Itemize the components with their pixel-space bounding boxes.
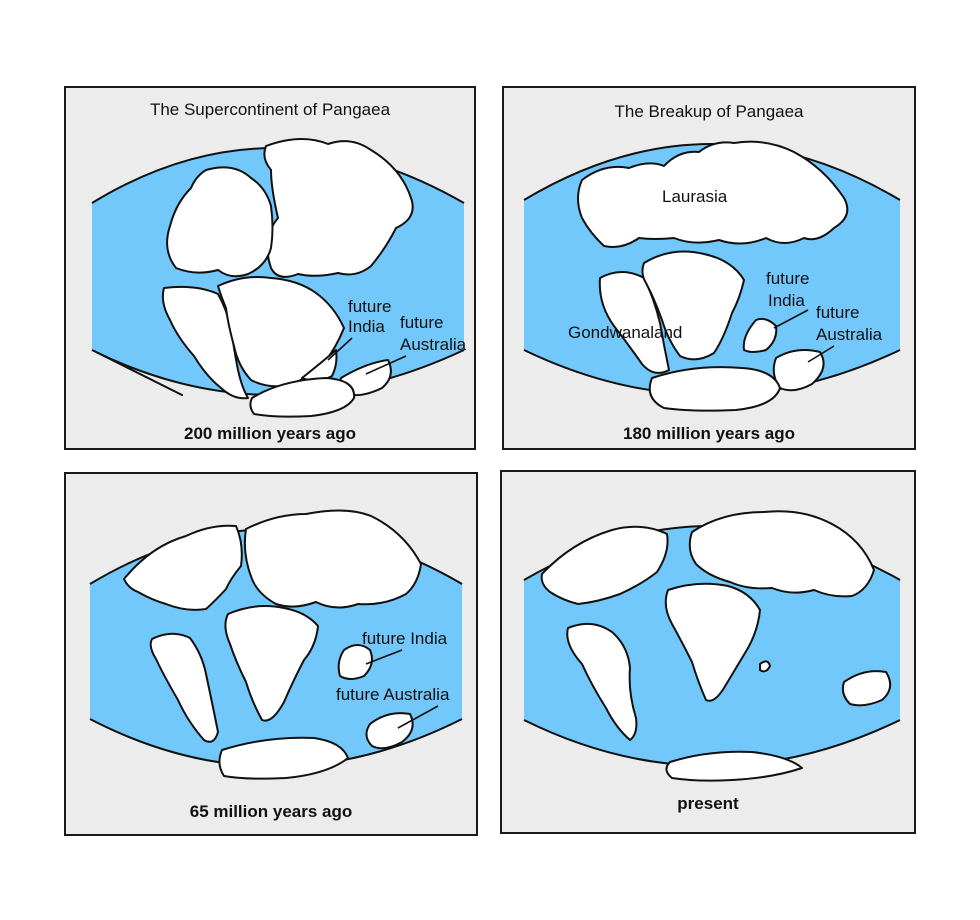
panel-200-mya: future India future Australia The Superc… [64,86,476,450]
landmass-australia [365,712,414,750]
map-pangaea: future India future Australia [91,137,467,418]
landmass-antarctica [648,366,781,412]
map-breakup: Laurasia Gondwanaland future India futur… [523,140,901,412]
label-future-india-2: India [348,317,385,336]
landmass-south-america [566,622,638,741]
landmass-africa [224,605,319,722]
landmass-africa [641,250,745,361]
landmass-south-america [149,632,219,743]
landmass-australia [772,349,825,392]
map-present [523,510,901,782]
landmass-madagascar [759,660,771,673]
label-future-australia-1: future [400,313,443,332]
panel-caption: 200 million years ago [184,424,356,443]
label-future-australia-2: Australia [816,325,883,344]
panel-present: present [500,470,916,834]
landmass-laurasia [577,140,849,248]
panel-65-mya: future India future Australia 65 million… [64,472,478,836]
landmass-north [263,137,414,278]
label-laurasia: Laurasia [662,187,728,206]
label-future-australia: future Australia [336,685,450,704]
leader-india [327,337,353,361]
landmass-eurasia [243,509,422,609]
landmass-india [742,317,778,353]
leader-australia [397,705,439,729]
landmass-africa [664,582,761,702]
landmass-north-america [540,525,669,605]
label-future-india: future India [362,629,448,648]
landmass-australia [841,670,892,707]
leader-australia [807,345,835,363]
label-future-australia-2: Australia [400,335,467,354]
landmass-west [166,166,274,278]
panel-title: The Breakup of Pangaea [614,102,804,121]
label-future-india-1: future [348,297,391,316]
label-future-india-1: future [766,269,809,288]
landmass-antarctica [218,736,349,780]
landmass-eurasia [688,510,875,598]
landmass-india [337,644,373,680]
landmass-north-america [123,524,243,611]
panel-caption: present [677,794,739,813]
panel-180-mya: Laurasia Gondwanaland future India futur… [502,86,916,450]
label-future-australia-1: future [816,303,859,322]
panel-title: The Supercontinent of Pangaea [149,100,391,119]
landmass-antarctica [665,750,803,782]
label-future-india-2: India [768,291,805,310]
leader-india [773,309,809,329]
label-gondwanaland: Gondwanaland [568,323,682,342]
map-65-mya: future India future Australia [89,509,463,780]
leader-australia [365,355,407,375]
landmass-antarctica [249,377,356,418]
panel-caption: 180 million years ago [623,424,795,443]
leader-india [365,649,403,665]
panel-caption: 65 million years ago [189,802,353,821]
